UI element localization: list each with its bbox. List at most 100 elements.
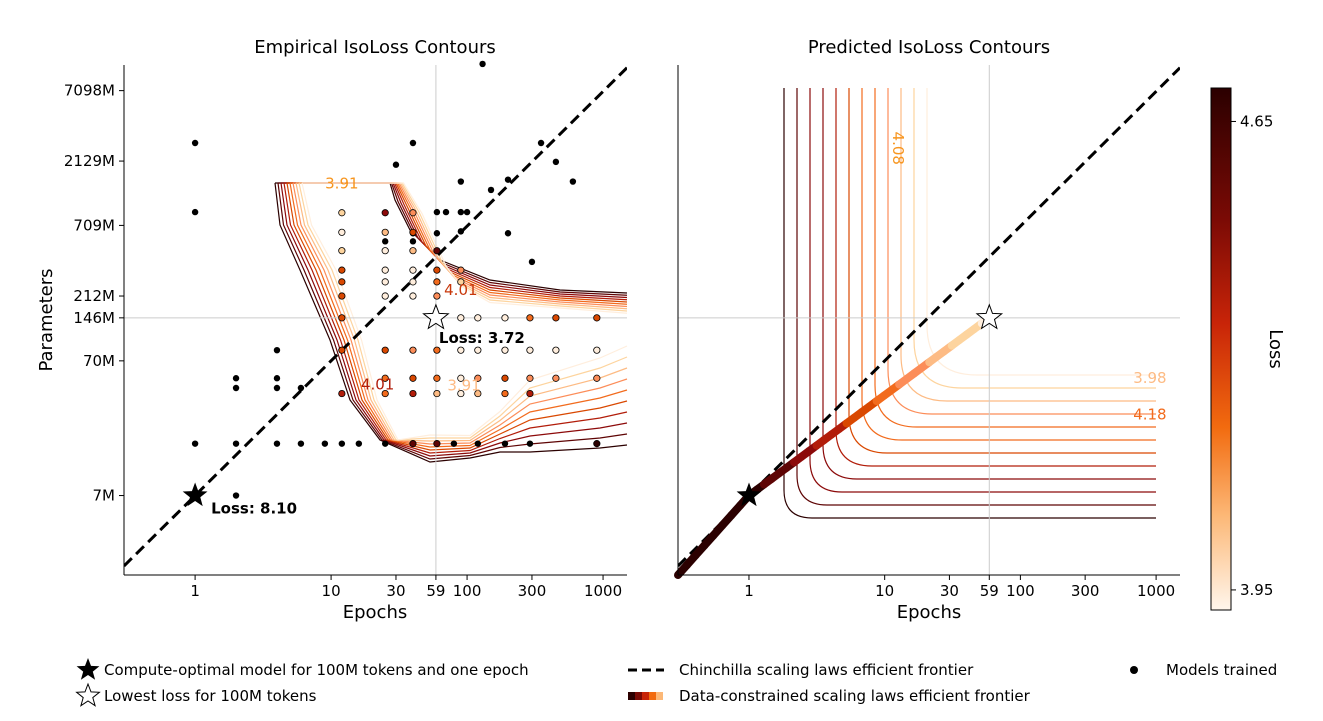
contour-line [796, 88, 1156, 506]
legend-gradient-segment [656, 692, 663, 700]
axes: 1 10 30 59 100 300 1000 7M 70M 146M 212M 709M 2129M 7… [64, 65, 627, 600]
contour-line [277, 182, 628, 460]
model-point [457, 178, 465, 185]
model-point [526, 314, 534, 322]
model-point [474, 314, 482, 322]
model-point [504, 230, 512, 237]
x-tick-label: 59 [426, 582, 445, 600]
contour-label: 3.91 [447, 377, 480, 395]
x-tick-label: 100 [453, 582, 482, 600]
model-point [338, 314, 346, 322]
model-point [457, 389, 465, 398]
contour-line [900, 88, 1156, 402]
model-point [338, 389, 346, 398]
lowest-loss-star [422, 303, 450, 330]
model-point [409, 278, 417, 286]
model-point [479, 60, 486, 68]
predicted-chart: Predicted IsoLoss Contours 4.083.984.18 … [674, 37, 1180, 623]
model-point [409, 374, 417, 382]
model-point [321, 440, 329, 447]
chart-title: Predicted IsoLoss Contours [808, 37, 1050, 58]
model-point [338, 228, 346, 236]
contour-labels: 3.91 4.01 4.01 3.91 [325, 175, 481, 395]
model-point [338, 292, 346, 300]
model-point [232, 384, 240, 392]
model-point [501, 346, 509, 354]
legend-star-open-icon [75, 682, 101, 707]
contour-line [301, 182, 628, 441]
model-point [433, 374, 441, 382]
model-point [433, 278, 441, 286]
model-point [338, 278, 346, 286]
contour-labels: 4.08 3.98 4.18 [889, 132, 1167, 424]
model-point [593, 374, 601, 382]
model-point [409, 389, 417, 398]
colorbar-gradient [1210, 87, 1232, 611]
model-point [338, 209, 346, 217]
model-point [501, 389, 509, 398]
legend-gradient-segment [649, 692, 656, 700]
model-point [382, 440, 389, 447]
axes: 1 10 30 59 100 300 1000 [677, 65, 1180, 600]
model-point [191, 208, 199, 216]
model-point [433, 230, 441, 237]
x-tick-label: 1000 [584, 582, 622, 600]
model-point [442, 208, 450, 216]
model-point [457, 266, 465, 274]
y-tick-label: 2129M [64, 152, 115, 170]
legend-label: Chinchilla scaling laws efficient fronti… [679, 661, 974, 679]
legend-label: Compute-optimal model for 100M tokens an… [104, 661, 529, 679]
model-point [382, 238, 389, 245]
x-tick-label: 300 [518, 582, 547, 600]
model-point [409, 139, 417, 147]
model-point [381, 209, 389, 217]
x-tick-label: 10 [875, 582, 894, 600]
model-point [526, 374, 534, 382]
contour-line [298, 182, 628, 441]
colorbar-ticks: 4.65 3.95 [1231, 112, 1273, 599]
colorbar: 4.65 3.95 Loss [1210, 87, 1286, 611]
model-point [381, 266, 389, 274]
model-point [552, 314, 560, 322]
model-point [474, 346, 482, 354]
model-point [463, 208, 471, 216]
legend-label: Lowest loss for 100M tokens [104, 687, 317, 705]
x-tick-label: 30 [940, 582, 959, 600]
model-point [191, 139, 199, 147]
model-point [338, 440, 346, 447]
model-point [392, 161, 400, 168]
contour-line [848, 88, 1156, 454]
model-point [297, 384, 305, 392]
model-point [433, 208, 441, 216]
x-tick-label: 1 [190, 582, 200, 600]
model-point [338, 266, 346, 274]
contour-label: 4.08 [889, 132, 907, 165]
contour-line [292, 182, 628, 445]
y-tick-label: 70M [83, 352, 115, 370]
model-point [409, 266, 417, 274]
model-point [526, 389, 534, 398]
model-point [457, 228, 465, 235]
x-tick-label: 30 [386, 582, 405, 600]
star-annotations [736, 303, 1004, 507]
loss-annotation: Loss: 3.72 [439, 329, 525, 347]
model-point [501, 314, 509, 322]
model-point [273, 384, 281, 392]
model-points [191, 60, 601, 499]
lowest-loss-star [975, 303, 1004, 330]
model-point [338, 247, 346, 255]
legend: Compute-optimal model for 100M tokens an… [75, 658, 1277, 707]
contour-line [861, 88, 1156, 441]
compute-optimal-star [736, 482, 762, 507]
model-point [297, 440, 305, 447]
y-tick-label: 146M [73, 309, 115, 327]
model-point [381, 278, 389, 286]
model-point [593, 440, 601, 448]
model-point [487, 186, 495, 194]
empirical-chart: Empirical IsoLoss Contours 3.914.014.01 3… [36, 37, 628, 623]
x-tick-label: 1000 [1137, 582, 1175, 600]
x-tick-label: 1 [744, 582, 754, 600]
legend-dot-icon [1130, 666, 1138, 674]
contour-label: 3.98 [1133, 369, 1166, 387]
